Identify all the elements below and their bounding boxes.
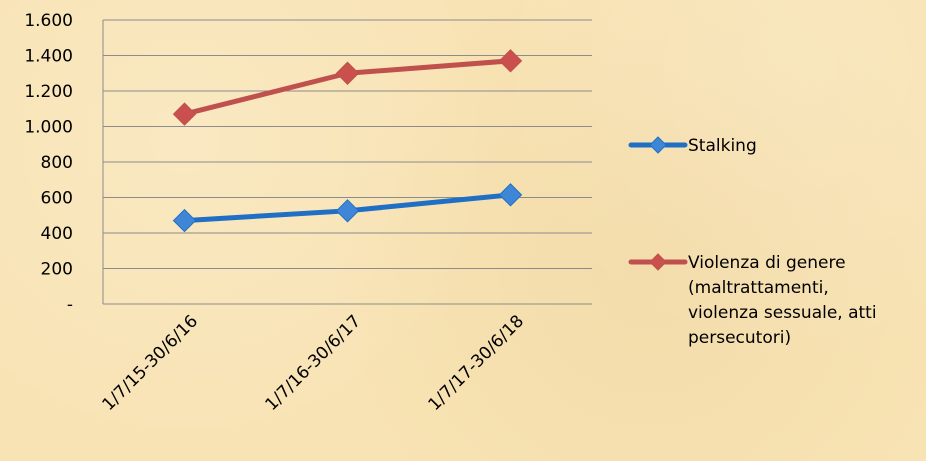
gridlines <box>102 19 592 305</box>
y-tick-label: 600 <box>41 189 73 209</box>
x-axis-tick-labels: 1/7/15-30/6/16 1/7/16-30/6/17 1/7/17-30/6/… <box>99 311 529 415</box>
x-tick-label: 1/7/15-30/6/16 <box>99 311 203 415</box>
y-tick-label: 1.400 <box>24 47 73 67</box>
legend-label: Violenza di genere (maltrattamenti, violen… <box>688 253 877 348</box>
legend-marker <box>649 253 667 271</box>
data-point-marker <box>335 199 360 223</box>
y-tick-label: 400 <box>41 224 73 244</box>
data-point-marker <box>498 183 523 207</box>
y-tick-label: 1.600 <box>24 11 73 31</box>
data-point-marker <box>172 208 197 233</box>
data-point-marker <box>498 49 523 73</box>
y-tick-label: - <box>67 295 73 315</box>
legend: Stalking Violenza di genere (maltrattament… <box>628 136 877 348</box>
y-tick-label: 200 <box>41 260 73 280</box>
data-point-marker <box>335 61 360 85</box>
y-tick-label: 1.000 <box>24 118 73 138</box>
series-lines <box>172 49 523 233</box>
data-point-marker <box>172 102 197 126</box>
y-tick-label: 800 <box>41 153 73 173</box>
y-axis-tick-labels: - 200 400 600 800 1.000 1.200 1.400 1.600 <box>24 11 73 315</box>
legend-label: Stalking <box>688 136 757 156</box>
y-tick-label: 1.200 <box>24 82 73 102</box>
x-tick-label: 1/7/16-30/6/17 <box>262 311 366 415</box>
legend-marker <box>649 136 667 154</box>
x-tick-label: 1/7/17-30/6/18 <box>425 311 529 415</box>
